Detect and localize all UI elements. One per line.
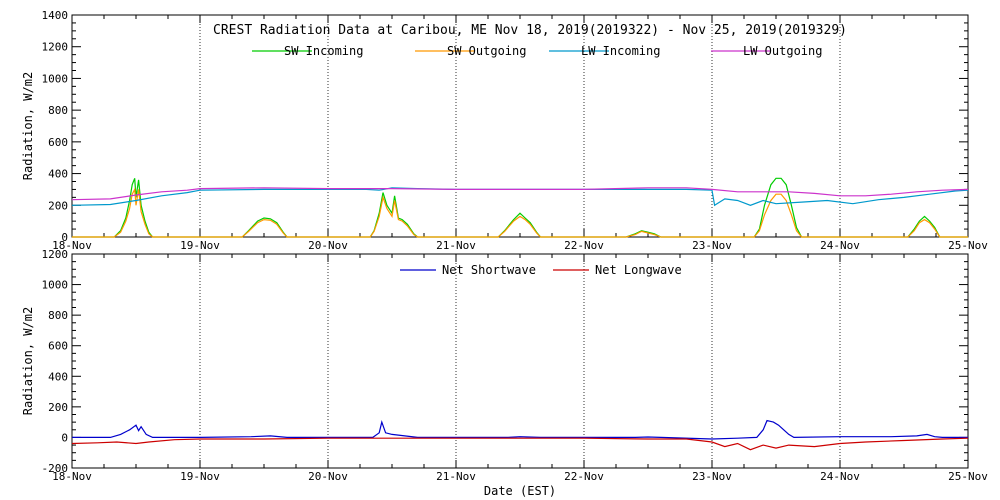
series-line-lw-incoming [71,187,969,207]
y-tick-label: 200 [48,199,68,212]
x-tick-label: 23-Nov [692,470,732,483]
y-axis-title: Radiation, W/m2 [21,72,35,180]
x-tick-label: 19-Nov [180,470,220,483]
legend-label: LW Incoming [581,44,660,58]
legend-label: Net Longwave [595,263,682,277]
series-line-lw-outgoing [71,187,969,201]
legend-label: Net Shortwave [442,263,536,277]
x-axis-title: Date (EST) [484,484,556,498]
x-tick-label: 23-Nov [692,239,732,252]
legend-label: LW Outgoing [743,44,822,58]
x-tick-label: 22-Nov [564,470,604,483]
y-tick-label: 200 [48,401,68,414]
series-line-sw-incoming [72,177,968,238]
y-tick-label: 1200 [42,41,69,54]
y-tick-label: 1200 [42,248,69,261]
x-tick-label: 20-Nov [308,470,348,483]
x-tick-label: 18-Nov [52,470,92,483]
x-tick-label: 21-Nov [436,470,476,483]
legend-label: SW Outgoing [447,44,526,58]
y-tick-label: 1000 [42,72,69,85]
chart-panel-2: 18-Nov 19-Nov 20-Nov 21-Nov 22-Nov 23-Nov 24-N… [21,248,988,498]
x-tick-label: 20-Nov [308,239,348,252]
x-tick-label: 19-Nov [180,239,220,252]
x-tick-label: 25-Nov [948,239,988,252]
x-tick-label: 25-Nov [948,470,988,483]
y-tick-label: 600 [48,136,68,149]
y-tick-label: 400 [48,168,68,181]
y-axis-title: Radiation, W/m2 [21,307,35,415]
x-tick-label: 24-Nov [820,470,860,483]
x-tick-label: 21-Nov [436,239,476,252]
y-tick-label: 800 [48,104,68,117]
plot-frame [71,253,969,469]
y-tick-label: 600 [48,340,68,353]
y-tick-label: 0 [61,231,68,244]
y-tick-label: -200 [42,462,69,475]
legend-label: SW Incoming [284,44,363,58]
x-tick-label: 22-Nov [564,239,604,252]
y-tick-label: 800 [48,309,68,322]
x-tick-label: 24-Nov [820,239,860,252]
y-tick-label: 0 [61,431,68,444]
y-tick-label: 400 [48,370,68,383]
series-line-net-shortwave [72,419,968,440]
series-line-net-longwave [71,437,969,451]
chart-panel-1: 18-Nov 19-Nov 20-Nov 21-Nov 22-Nov 23-Nov 24-N… [21,9,988,252]
y-tick-label: 1000 [42,279,69,292]
y-tick-label: 1400 [42,9,69,22]
chart-title: CREST Radiation Data at Caribou, ME Nov … [213,23,847,38]
x-tick-label: 18-Nov [52,239,92,252]
